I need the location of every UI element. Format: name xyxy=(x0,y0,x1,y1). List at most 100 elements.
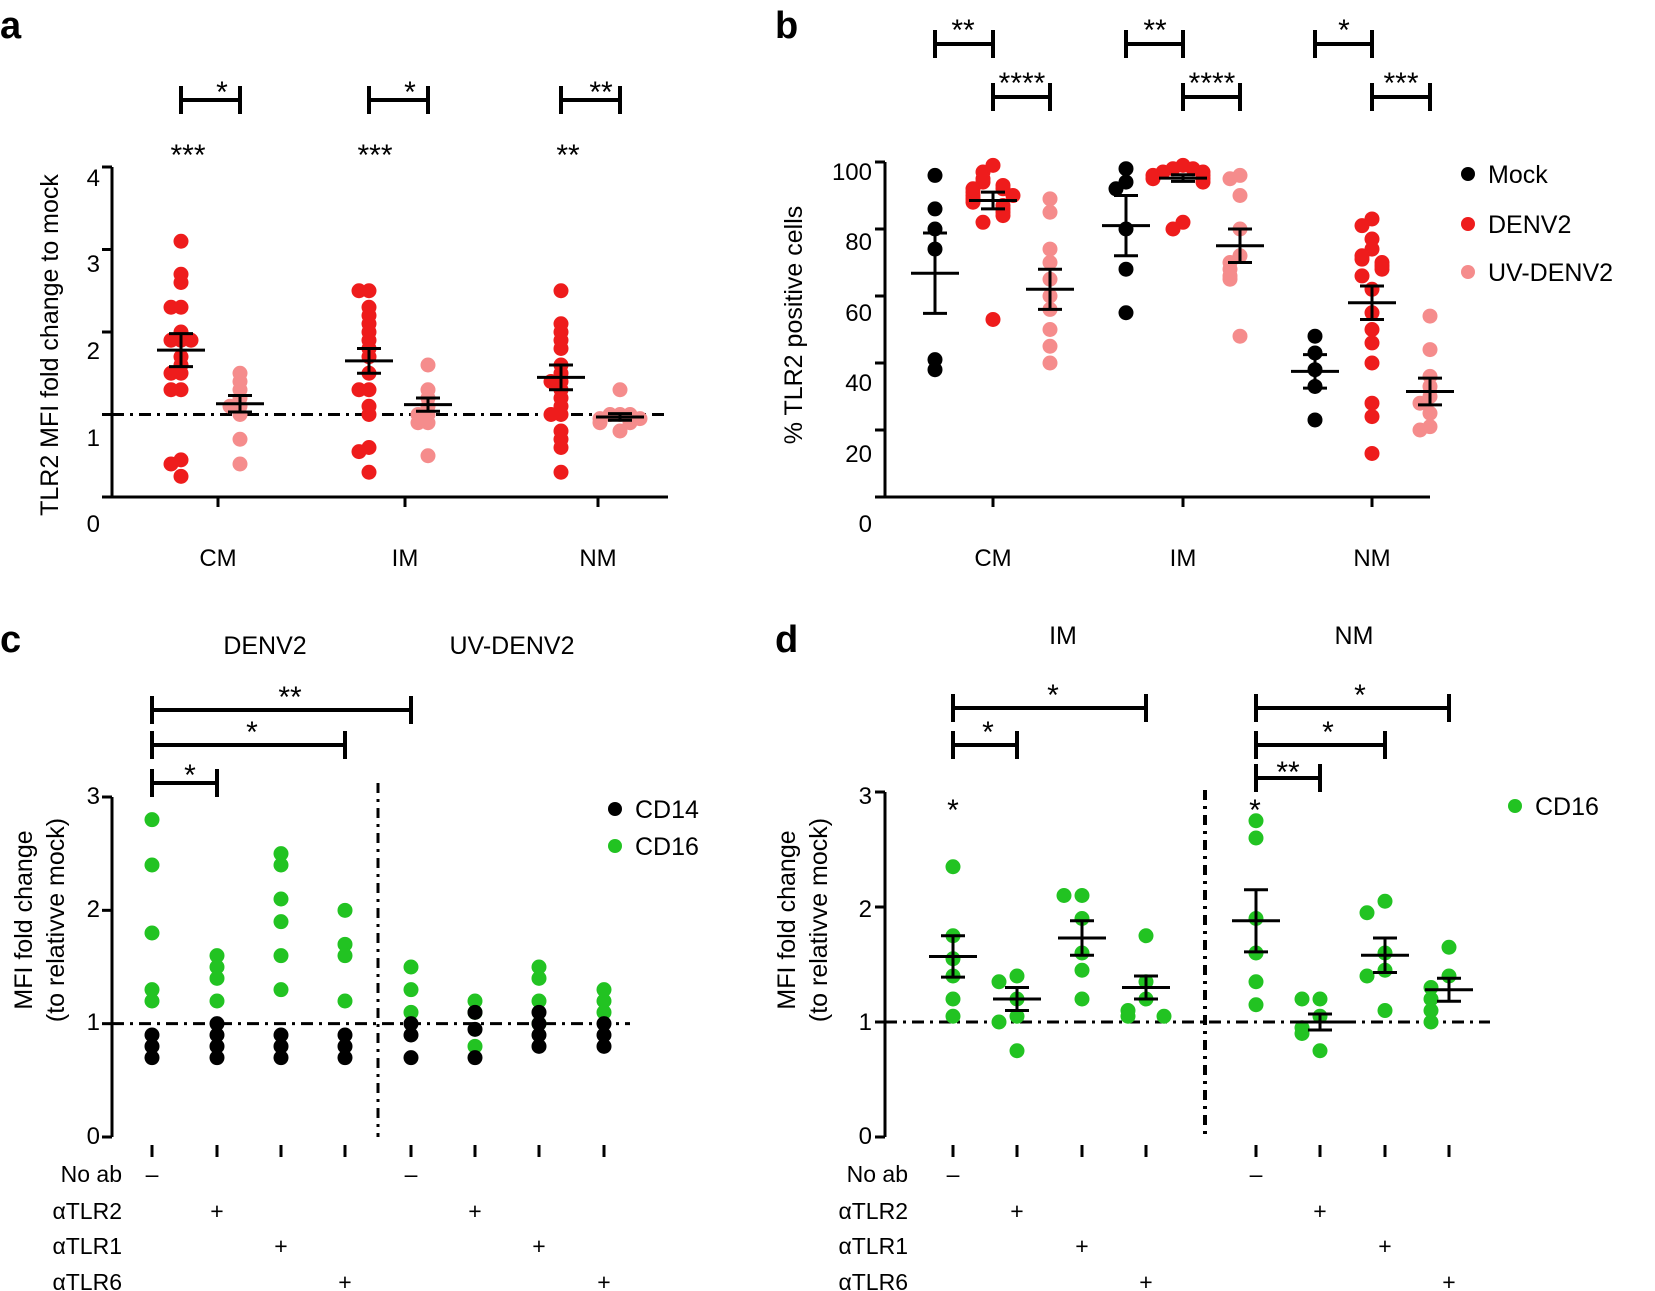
panel-b-point-denv2 xyxy=(1364,322,1380,337)
panel-d-point-cd16 xyxy=(1009,968,1025,984)
panel-c-point-cd14 xyxy=(144,1038,160,1054)
panel-c-point-cd14 xyxy=(209,1016,225,1032)
sig-star: * xyxy=(1322,716,1334,749)
panel-c-point-cd16 xyxy=(144,925,160,941)
panel-d-ytick: 2 xyxy=(859,896,872,923)
panel-d-ylabel-line2: (to relativve mock) xyxy=(805,818,833,1022)
panel-c-point-cd16 xyxy=(209,948,225,964)
sig-star: * xyxy=(404,76,416,109)
legend-dot-uv-denv2 xyxy=(1461,265,1475,279)
legend-dot-cd16 xyxy=(1508,799,1522,813)
panel-d-point-cd16 xyxy=(1056,888,1072,903)
legend-dot-cd16 xyxy=(608,839,622,853)
panel-c-point-cd16 xyxy=(337,993,353,1009)
panel-c-point-cd16 xyxy=(273,891,289,907)
row-mark: + xyxy=(338,1269,351,1291)
panel-d-point-cd16 xyxy=(1423,1003,1439,1018)
panel-c-point-cd16 xyxy=(273,982,289,998)
panel-label-a: a xyxy=(0,5,22,47)
panel-d-point-cd16 xyxy=(1074,962,1090,978)
panel-d-ylabel-line1: MFI fold change xyxy=(773,830,801,1009)
panel-b-ytick: 60 xyxy=(845,300,872,327)
row-mark: – xyxy=(1250,1161,1263,1187)
panel-b-point-denv2 xyxy=(1364,355,1380,371)
panel-b-point-uv-denv2 xyxy=(1042,241,1058,257)
panel-b-point-mock xyxy=(927,167,943,183)
panel-b-point-denv2 xyxy=(985,311,1001,327)
panel-b-point-uv-denv2 xyxy=(1042,338,1058,354)
panel-a-ytick: 0 xyxy=(87,511,100,538)
sig-star: * xyxy=(982,716,994,749)
panel-c-ytick: 0 xyxy=(87,1123,100,1150)
panel-a-point-denv2 xyxy=(173,233,189,249)
panel-b-ytick: 40 xyxy=(845,370,872,397)
panel-b-point-denv2 xyxy=(1354,218,1370,234)
panel-d-significance: * * * * ** * * xyxy=(947,679,1366,827)
panel-b-point-uv-denv2 xyxy=(1042,355,1058,371)
sig-star: ** xyxy=(278,681,302,714)
panel-a-point-denv2 xyxy=(553,464,569,480)
panel-a-ytick: 3 xyxy=(87,251,100,278)
legend-dot-cd14 xyxy=(608,802,622,816)
panel-a-point-denv2 xyxy=(553,440,569,455)
panel-label-b: b xyxy=(775,5,798,47)
panel-c-point-cd14 xyxy=(531,1016,547,1032)
panel-c-ylabel-line1: MFI fold change xyxy=(10,830,38,1009)
row-mark: + xyxy=(274,1233,287,1259)
panel-a-yticks: 0 1 2 3 4 xyxy=(87,165,100,538)
panel-c-point-cd16 xyxy=(596,1004,612,1020)
panel-a-point-denv2 xyxy=(173,275,189,290)
chart-marks xyxy=(102,30,1490,1157)
row-label-atlr2: αTLR2 xyxy=(52,1198,122,1224)
panel-c-point-cd14 xyxy=(209,1027,225,1043)
panel-b-point-denv2 xyxy=(1364,445,1380,461)
panel-c-point-cd16 xyxy=(403,959,419,975)
panel-c-point-cd14 xyxy=(337,1027,353,1043)
panel-c-point-cd14 xyxy=(596,1027,612,1043)
sig-star: * xyxy=(1338,14,1350,47)
panel-c-ytick: 3 xyxy=(87,783,100,810)
sig-star: *** xyxy=(170,139,205,172)
panel-b-point-mock xyxy=(1307,328,1323,344)
panel-b-point-uv-denv2 xyxy=(1042,255,1058,270)
panel-d-point-cd16 xyxy=(1009,1043,1025,1059)
panel-d-point-cd16 xyxy=(1423,1014,1439,1030)
panel-b-xtick: CM xyxy=(974,545,1011,572)
panel-a-point-denv2 xyxy=(163,299,179,315)
panel-b-point-uv-denv2 xyxy=(1412,422,1428,438)
row-mark: + xyxy=(468,1198,481,1224)
panel-a-point-denv2 xyxy=(163,365,179,381)
panel-d-point-cd16 xyxy=(1294,991,1310,1007)
panel-b-point-denv2 xyxy=(1354,268,1370,284)
panel-a-point-uv-denv2 xyxy=(612,423,628,439)
panel-c-point-cd16 xyxy=(144,982,160,998)
legend-label-denv2: DENV2 xyxy=(1488,211,1571,239)
panel-d-legend: CD16 xyxy=(1508,793,1599,821)
panel-c-point-cd14 xyxy=(403,1050,419,1066)
panel-c-point-cd16 xyxy=(596,982,612,998)
panel-b-point-mock xyxy=(1118,305,1134,321)
panel-b-point-denv2 xyxy=(1165,221,1181,237)
panel-b-ytick: 0 xyxy=(859,511,872,538)
sig-star: **** xyxy=(1189,67,1236,100)
panel-a-ytick: 2 xyxy=(87,338,100,365)
panel-a-ylabel: TLR2 MFI fold change to mock xyxy=(36,174,64,516)
row-label-no-ab: No ab xyxy=(61,1161,122,1187)
panel-a-point-denv2 xyxy=(163,332,179,348)
panel-c-point-cd14 xyxy=(403,1027,419,1043)
row-mark: + xyxy=(1075,1233,1088,1259)
legend-label-cd16: CD16 xyxy=(635,833,699,861)
panel-c-point-cd16 xyxy=(273,857,289,873)
panel-b-ylabel: % TLR2 positive cells xyxy=(780,206,808,445)
panel-a-point-uv-denv2 xyxy=(592,415,608,431)
panel-d-point-cd16 xyxy=(1359,968,1375,984)
row-mark: + xyxy=(1313,1198,1326,1224)
sig-star: ** xyxy=(556,139,580,172)
sig-star: * xyxy=(184,759,196,792)
panel-d-ytick: 0 xyxy=(859,1123,872,1150)
panel-b-point-mock xyxy=(1118,161,1134,177)
panel-c-point-cd14 xyxy=(273,1050,289,1066)
row-mark: + xyxy=(532,1233,545,1259)
legend-dot-denv2 xyxy=(1461,217,1475,231)
panel-a-point-denv2 xyxy=(173,468,189,484)
